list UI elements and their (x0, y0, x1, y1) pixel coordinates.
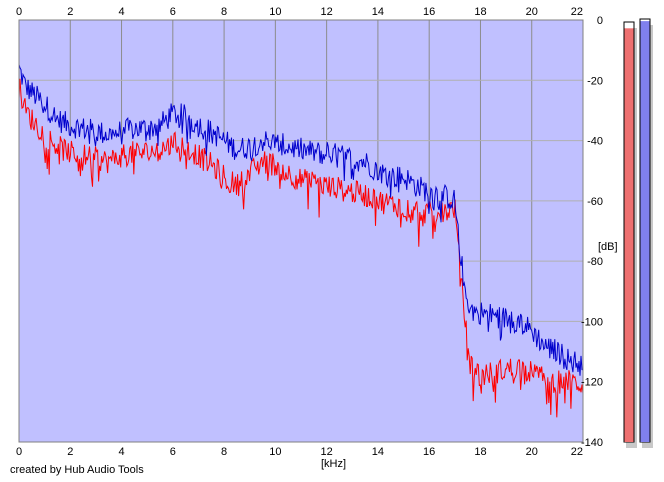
x-tick-label-bottom: 16 (423, 446, 435, 458)
level-meters (623, 18, 653, 448)
y-tick-label: -80 (587, 256, 603, 268)
x-tick-label-top: 0 (16, 6, 22, 18)
x-tick-label-top: 22 (571, 6, 583, 18)
y-axis-unit-label: [dB] (598, 241, 618, 253)
x-tick-label-top: 14 (372, 6, 384, 18)
x-tick-label-bottom: 2 (67, 446, 73, 458)
credit-text: created by Hub Audio Tools (10, 464, 144, 476)
x-tick-label-bottom: 20 (526, 446, 538, 458)
y-tick-label: 0 (597, 15, 603, 27)
meter-right-fill (640, 21, 650, 443)
x-tick-label-top: 16 (423, 6, 435, 18)
y-ticks: 0 -20 -40 -60 -80 -100 -120 -140 (581, 15, 603, 449)
x-tick-label-top: 8 (221, 6, 227, 18)
x-tick-label-bottom: 12 (321, 446, 333, 458)
x-tick-label-bottom: 14 (372, 446, 384, 458)
x-tick-label-top: 20 (526, 6, 538, 18)
y-tick-label: -40 (587, 136, 603, 148)
plot-frame (18, 19, 584, 443)
x-tick-label-bottom: 18 (474, 446, 486, 458)
x-tick-label-top: 12 (321, 6, 333, 18)
x-tick-label-bottom: 8 (221, 446, 227, 458)
series-layer (18, 64, 584, 442)
x-tick-label-bottom: 0 (16, 446, 22, 458)
x-ticks-top: 0 2 4 6 8 10 12 14 16 18 20 22 (16, 6, 583, 18)
y-tick-label: -120 (581, 377, 603, 389)
y-tick-label: -140 (581, 437, 603, 449)
x-tick-label-bottom: 10 (269, 446, 281, 458)
x-tick-label-top: 18 (474, 6, 486, 18)
x-tick-label-bottom: 4 (118, 446, 124, 458)
x-tick-label-top: 10 (269, 6, 281, 18)
x-tick-label-bottom: 6 (170, 446, 176, 458)
y-tick-label: -60 (587, 196, 603, 208)
x-tick-label-top: 2 (67, 6, 73, 18)
x-axis-unit-label: [kHz] (321, 458, 347, 470)
y-tick-label: -20 (587, 75, 603, 87)
x-tick-label-top: 4 (118, 6, 124, 18)
series-blue-line (18, 64, 584, 376)
x-tick-label-top: 6 (170, 6, 176, 18)
series-red-line (18, 78, 584, 418)
y-tick-label: -100 (581, 316, 603, 328)
x-tick-label-bottom: 22 (571, 446, 583, 458)
meter-left-fill (624, 28, 634, 443)
x-ticks-bottom: 0 2 4 6 8 10 12 14 16 18 20 22 (16, 446, 583, 458)
